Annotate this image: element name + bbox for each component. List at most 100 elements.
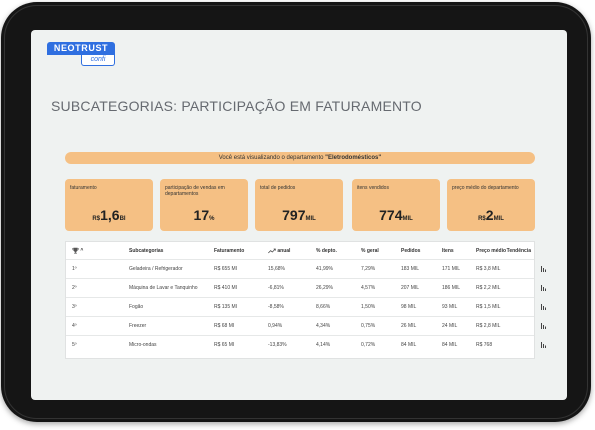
cell-avg-price: R$ 2,8 MIL <box>476 323 501 329</box>
cell-annual: -6,81% <box>268 285 284 291</box>
cell-subcategory: Fogão <box>129 304 144 310</box>
header-annual-label: anual <box>277 248 291 254</box>
kpi-suffix: BI <box>119 216 126 222</box>
cell-general-pct: 4,57% <box>361 285 376 291</box>
bar-chart-icon <box>541 284 546 291</box>
kpi-suffix: MIL <box>402 216 413 222</box>
trend-up-icon <box>268 248 276 253</box>
kpi-number: 797 <box>282 207 306 223</box>
cell-annual: -8,58% <box>268 304 284 310</box>
cell-items: 84 MIL <box>442 342 458 348</box>
kpi-card-pedidos: total de pedidos 797MIL <box>255 179 343 231</box>
cell-rank: 4º <box>72 323 77 329</box>
trophy-icon <box>72 247 79 254</box>
cell-revenue: R$ 68 MI <box>214 323 235 329</box>
header-dept-pct[interactable]: % depto. <box>316 248 337 254</box>
cell-subcategory: Micro-ondas <box>129 342 157 348</box>
table-row[interactable]: 3º Fogão R$ 135 MI -8,58% 8,66% 1,50% 98… <box>66 298 546 317</box>
tablet-bezel <box>4 5 588 419</box>
kpi-value: R$2MIL <box>447 207 535 223</box>
header-revenue[interactable]: Faturamento <box>214 248 245 254</box>
cell-trend[interactable] <box>541 317 547 336</box>
kpi-suffix: MIL <box>305 216 316 222</box>
kpi-cards: faturamento R$1,6BI participação de vend… <box>65 179 535 231</box>
cell-revenue: R$ 65 MI <box>214 342 235 348</box>
kpi-number: 17 <box>193 207 210 223</box>
cell-annual: 15,68% <box>268 266 285 272</box>
cell-trend[interactable] <box>541 336 547 355</box>
cell-items: 171 MIL <box>442 266 461 272</box>
cell-trend[interactable] <box>541 298 547 317</box>
table-row[interactable]: 5º Micro-ondas R$ 65 MI -13,83% 4,14% 0,… <box>66 336 546 355</box>
neotrust-logo[interactable]: NEOTRUST confi <box>47 42 115 67</box>
table-row[interactable]: 2º Máquina de Lavar e Tanquinho R$ 410 M… <box>66 279 546 298</box>
kpi-value: 797MIL <box>255 207 343 223</box>
cell-items: 186 MIL <box>442 285 461 291</box>
tablet-frame: NEOTRUST confi SUBCATEGORIAS: PARTICIPAÇ… <box>1 2 591 422</box>
cell-orders: 26 MIL <box>401 323 417 329</box>
cell-rank: 3º <box>72 304 77 310</box>
header-items[interactable]: Itens <box>442 248 454 254</box>
kpi-card-faturamento: faturamento R$1,6BI <box>65 179 153 231</box>
cell-avg-price: R$ 2,2 MIL <box>476 285 501 291</box>
cell-rank: 1º <box>72 266 77 272</box>
header-orders[interactable]: Pedidos <box>401 248 421 254</box>
header-avg-price[interactable]: Preço médio <box>476 248 507 254</box>
table-row[interactable]: 4º Freezer R$ 68 MI 0,94% 4,34% 0,75% 26… <box>66 317 546 336</box>
bar-chart-icon <box>541 303 546 310</box>
cell-avg-price: R$ 3,8 MIL <box>476 266 501 272</box>
dashboard-screen: NEOTRUST confi SUBCATEGORIAS: PARTICIPAÇ… <box>31 30 567 400</box>
cell-dept-pct: 4,14% <box>316 342 331 348</box>
header-annual[interactable]: anual <box>268 242 290 260</box>
cell-annual: -13,83% <box>268 342 287 348</box>
cell-general-pct: 0,75% <box>361 323 376 329</box>
table-row[interactable]: 1º Geladeira / Refrigerador R$ 655 MI 15… <box>66 260 546 279</box>
header-trend: Tendência <box>506 248 531 254</box>
kpi-label: faturamento <box>70 185 97 191</box>
cell-subcategory: Geladeira / Refrigerador <box>129 266 183 272</box>
kpi-prefix: R$ <box>478 216 486 222</box>
cell-orders: 98 MIL <box>401 304 417 310</box>
cell-orders: 207 MIL <box>401 285 420 291</box>
cell-dept-pct: 41,99% <box>316 266 333 272</box>
kpi-card-participacao: participação de vendas em departamentos … <box>160 179 248 231</box>
cell-annual: 0,94% <box>268 323 283 329</box>
rank-sort-header[interactable]: ^ <box>72 242 83 260</box>
cell-general-pct: 7,29% <box>361 266 376 272</box>
bar-chart-icon <box>541 322 546 329</box>
cell-revenue: R$ 135 MI <box>214 304 238 310</box>
logo-brand: NEOTRUST <box>47 42 115 55</box>
kpi-card-itens: itens vendidos 774MIL <box>352 179 440 231</box>
cell-avg-price: R$ 768 <box>476 342 493 348</box>
cell-orders: 183 MIL <box>401 266 420 272</box>
table-header-row: ^ Subcategorias Faturamento anual % dept… <box>66 242 534 260</box>
kpi-number: 774 <box>379 207 403 223</box>
kpi-number: 1,6 <box>100 207 120 223</box>
kpi-value: R$1,6BI <box>65 207 153 223</box>
kpi-suffix: MIL <box>493 216 504 222</box>
kpi-label: participação de vendas em departamentos <box>165 185 225 197</box>
cell-orders: 84 MIL <box>401 342 417 348</box>
kpi-label: preço médio do departamento <box>452 185 519 191</box>
cell-dept-pct: 26,29% <box>316 285 333 291</box>
kpi-number: 2 <box>485 207 494 223</box>
banner-department: "Eletrodomésticos" <box>325 155 382 161</box>
header-general-pct[interactable]: % geral <box>361 248 379 254</box>
cell-trend[interactable] <box>541 260 547 279</box>
kpi-value: 17% <box>160 207 248 223</box>
subcategories-table: ^ Subcategorias Faturamento anual % dept… <box>65 241 546 359</box>
kpi-prefix: R$ <box>92 216 101 222</box>
rank-sort-caret: ^ <box>80 248 84 254</box>
cell-trend[interactable] <box>541 279 547 298</box>
header-subcategory[interactable]: Subcategorias <box>129 248 164 254</box>
cell-rank: 2º <box>72 285 77 291</box>
banner-prefix: Você está visualizando o departamento <box>218 155 326 161</box>
page-title: SUBCATEGORIAS: PARTICIPAÇÃO EM FATURAMEN… <box>51 98 422 114</box>
cell-items: 24 MIL <box>442 323 458 329</box>
kpi-value: 774MIL <box>352 207 440 223</box>
cell-subcategory: Freezer <box>129 323 147 329</box>
cell-avg-price: R$ 1,5 MIL <box>476 304 501 310</box>
cell-rank: 5º <box>72 342 77 348</box>
cell-general-pct: 1,50% <box>361 304 376 310</box>
kpi-card-preco-medio: preço médio do departamento R$2MIL <box>447 179 535 231</box>
